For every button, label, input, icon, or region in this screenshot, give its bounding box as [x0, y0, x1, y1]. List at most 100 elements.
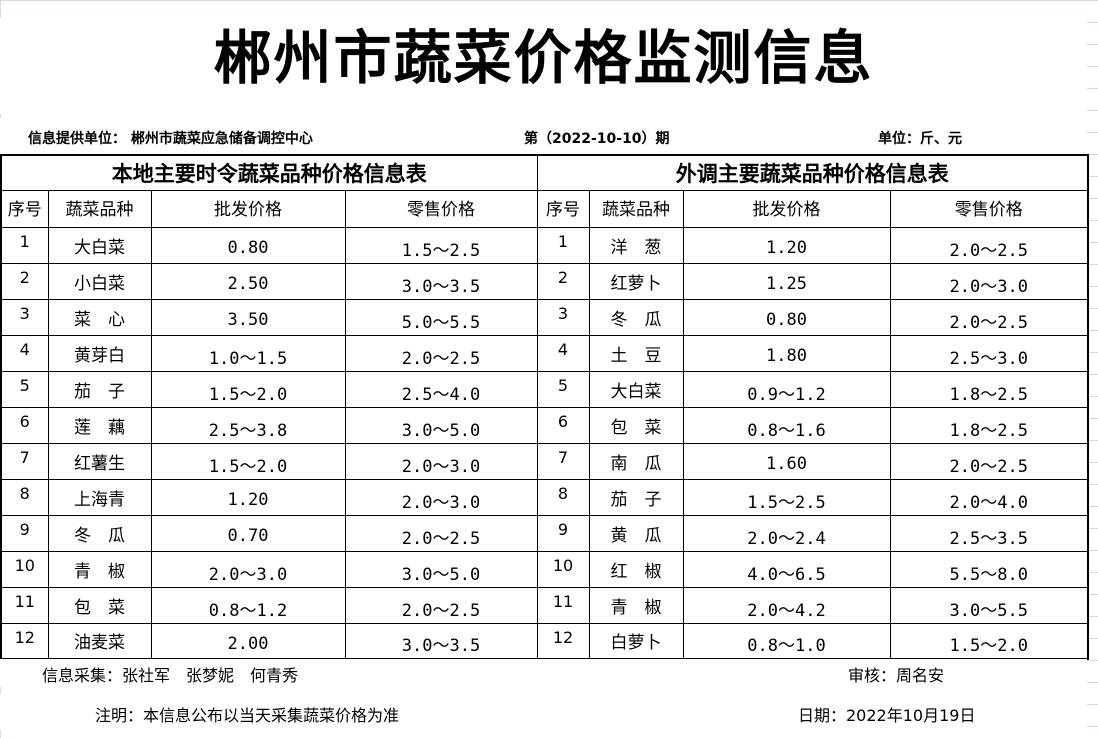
imported-retail-price: 2.0～4.0	[889, 478, 1089, 516]
imported-vegetable: 大白菜	[588, 370, 684, 408]
imported-wholesale-price: 0.80	[682, 298, 891, 336]
local-wholesale-price: 0.80	[150, 226, 346, 264]
imported-wholesale-price: 0.8～1.0	[682, 622, 891, 660]
info-row: 信息提供单位： 郴州市蔬菜应急储备调控中心 第（2022-10-10）期 单位：…	[0, 118, 1087, 154]
imported-index: 4	[536, 334, 590, 372]
local-index: 8	[0, 478, 49, 516]
local-vegetable: 冬 瓜	[47, 514, 152, 552]
imported-wholesale-price: 1.60	[682, 442, 891, 480]
date: 日期：2022年10月19日	[798, 706, 976, 725]
local-vegetable: 莲 藕	[47, 406, 152, 444]
imported-wholesale-price: 0.8～1.6	[682, 406, 891, 444]
provider: 信息提供单位： 郴州市蔬菜应急储备调控中心	[28, 131, 313, 147]
local-index: 11	[0, 586, 49, 624]
imported-retail-price: 2.5～3.0	[889, 334, 1089, 372]
imported-retail-price: 2.5～3.5	[889, 514, 1089, 552]
imported-index: 10	[536, 550, 590, 588]
table-row: 7 红薯生 1.5～2.0 2.0～3.0 7 南 瓜 1.60 2.0～2.5	[0, 442, 1089, 480]
local-vegetable: 菜 心	[47, 298, 152, 336]
imported-vegetable: 冬 瓜	[588, 298, 684, 336]
footer-signatures: 信息采集：张社军 张梦妮 何青秀 审核：周名安	[0, 659, 1087, 687]
local-index: 6	[0, 406, 49, 444]
local-retail-price: 3.0～3.5	[344, 622, 538, 660]
table-row: 4 黄芽白 1.0～1.5 2.0～2.5 4 土 豆 1.80 2.5～3.0	[0, 334, 1089, 372]
table-row: 12 油麦菜 2.00 3.0～3.5 12 白萝卜 0.8～1.0 1.5～2.0	[0, 622, 1089, 660]
local-retail-price: 2.0～2.5	[344, 334, 538, 372]
local-vegetable: 上海青	[47, 478, 152, 516]
imported-vegetable: 土 豆	[588, 334, 684, 372]
imported-wholesale-price: 1.25	[682, 262, 891, 300]
local-wholesale-price: 1.20	[150, 478, 346, 516]
local-retail-price: 3.0～5.0	[344, 550, 538, 588]
imported-wholesale-price: 2.0～2.4	[682, 514, 891, 552]
table-row: 10 青 椒 2.0～3.0 3.0～5.0 10 红 椒 4.0～6.5 5.5～8.0	[0, 550, 1089, 588]
local-header-3: 零售价格	[344, 189, 538, 228]
imported-header-0: 序号	[536, 189, 590, 228]
local-vegetable: 黄芽白	[47, 334, 152, 372]
imported-header-2: 批发价格	[682, 189, 891, 228]
local-wholesale-price: 2.50	[150, 262, 346, 300]
imported-vegetable: 红萝卜	[588, 262, 684, 300]
unit: 单位：斤、元	[878, 131, 962, 147]
imported-retail-price: 1.8～2.5	[889, 370, 1089, 408]
imported-index: 12	[536, 622, 590, 660]
local-index: 9	[0, 514, 49, 552]
local-retail-price: 2.0～3.0	[344, 442, 538, 480]
imported-index: 9	[536, 514, 590, 552]
table-row: 11 包 菜 0.8～1.2 2.0～2.5 11 青 椒 2.0～4.2 3.0～5.5	[0, 586, 1089, 624]
table-row: 8 上海青 1.20 2.0～3.0 8 茄 子 1.5～2.5 2.0～4.0	[0, 478, 1089, 516]
local-index: 1	[0, 226, 49, 264]
imported-vegetable: 白萝卜	[588, 622, 684, 660]
local-index: 12	[0, 622, 49, 660]
local-retail-price: 3.0～5.0	[344, 406, 538, 444]
local-wholesale-price: 0.8～1.2	[150, 586, 346, 624]
local-retail-price: 2.0～2.5	[344, 514, 538, 552]
imported-vegetable: 洋 葱	[588, 226, 684, 264]
imported-wholesale-price: 0.9～1.2	[682, 370, 891, 408]
local-retail-price: 1.5～2.5	[344, 226, 538, 264]
page-title: 郴州市蔬菜价格监测信息	[0, 18, 1087, 114]
imported-index: 6	[536, 406, 590, 444]
imported-retail-price: 1.5～2.0	[889, 622, 1089, 660]
imported-wholesale-price: 1.5～2.5	[682, 478, 891, 516]
imported-retail-price: 2.0～2.5	[889, 442, 1089, 480]
local-wholesale-price: 1.5～2.0	[150, 370, 346, 408]
local-vegetable: 小白菜	[47, 262, 152, 300]
local-index: 7	[0, 442, 49, 480]
local-wholesale-price: 1.0～1.5	[150, 334, 346, 372]
imported-index: 7	[536, 442, 590, 480]
table-row: 2 小白菜 2.50 3.0～3.5 2 红萝卜 1.25 2.0～3.0	[0, 262, 1089, 300]
local-index: 2	[0, 262, 49, 300]
imported-wholesale-price: 2.0～4.2	[682, 586, 891, 624]
imported-retail-price: 2.0～2.5	[889, 226, 1089, 264]
local-wholesale-price: 0.70	[150, 514, 346, 552]
imported-index: 11	[536, 586, 590, 624]
collectors: 信息采集：张社军 张梦妮 何青秀	[42, 666, 299, 685]
imported-vegetable: 黄 瓜	[588, 514, 684, 552]
imported-index: 2	[536, 262, 590, 300]
local-wholesale-price: 2.5～3.8	[150, 406, 346, 444]
imported-header-1: 蔬菜品种	[588, 189, 684, 228]
footer-note: 注明：本信息公布以当天采集蔬菜价格为准 日期：2022年10月19日	[0, 694, 1087, 730]
imported-header-3: 零售价格	[889, 189, 1089, 228]
local-wholesale-price: 2.00	[150, 622, 346, 660]
note: 注明：本信息公布以当天采集蔬菜价格为准	[95, 706, 400, 725]
imported-wholesale-price: 1.80	[682, 334, 891, 372]
imported-wholesale-price: 4.0～6.5	[682, 550, 891, 588]
imported-retail-price: 1.8～2.5	[889, 406, 1089, 444]
reviewer: 审核：周名安	[848, 666, 945, 685]
local-retail-price: 5.0～5.5	[344, 298, 538, 336]
imported-index: 8	[536, 478, 590, 516]
local-vegetable: 油麦菜	[47, 622, 152, 660]
imported-index: 1	[536, 226, 590, 264]
local-header-2: 批发价格	[150, 189, 346, 228]
local-vegetable: 红薯生	[47, 442, 152, 480]
imported-vegetable: 青 椒	[588, 586, 684, 624]
local-index: 5	[0, 370, 49, 408]
table-row: 1 大白菜 0.80 1.5～2.5 1 洋 葱 1.20 2.0～2.5	[0, 226, 1089, 264]
imported-vegetable: 红 椒	[588, 550, 684, 588]
imported-index: 3	[536, 298, 590, 336]
